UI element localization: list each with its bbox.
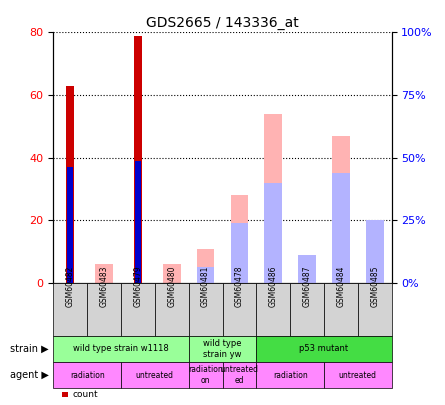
- Bar: [197, 249, 214, 283]
- Text: GSM60481: GSM60481: [201, 266, 210, 307]
- Bar: [231, 195, 248, 283]
- Bar: [366, 220, 384, 283]
- Bar: [163, 264, 181, 283]
- Text: GSM60485: GSM60485: [370, 266, 379, 307]
- Bar: [67, 167, 73, 283]
- Text: GSM60482: GSM60482: [66, 266, 75, 307]
- Text: GSM60484: GSM60484: [336, 266, 345, 307]
- Text: GSM60483: GSM60483: [100, 266, 109, 307]
- Text: untreated
ed: untreated ed: [220, 365, 259, 385]
- Text: wild type strain w1118: wild type strain w1118: [73, 344, 169, 353]
- Text: radiation
on: radiation on: [188, 365, 223, 385]
- Bar: [231, 224, 248, 283]
- Bar: [298, 258, 316, 283]
- Text: wild type
strain yw: wild type strain yw: [203, 339, 242, 358]
- Bar: [197, 267, 214, 283]
- Bar: [66, 85, 74, 283]
- Text: GSM60487: GSM60487: [303, 266, 312, 307]
- Text: untreated: untreated: [339, 371, 377, 379]
- Text: GSM60479: GSM60479: [134, 266, 142, 307]
- Bar: [298, 255, 316, 283]
- Text: count: count: [72, 390, 98, 399]
- Text: p53 mutant: p53 mutant: [299, 344, 348, 353]
- Bar: [134, 36, 142, 283]
- Bar: [332, 173, 350, 283]
- Text: radiation: radiation: [273, 371, 307, 379]
- Bar: [332, 136, 350, 283]
- Text: radiation: radiation: [70, 371, 105, 379]
- Bar: [264, 114, 282, 283]
- Bar: [366, 230, 384, 283]
- Text: GSM60480: GSM60480: [167, 266, 176, 307]
- Bar: [264, 183, 282, 283]
- Bar: [135, 161, 141, 283]
- Text: untreated: untreated: [136, 371, 174, 379]
- Title: GDS2665 / 143336_at: GDS2665 / 143336_at: [146, 16, 299, 30]
- Text: strain ▶: strain ▶: [10, 344, 49, 354]
- Text: agent ▶: agent ▶: [10, 370, 49, 380]
- Text: GSM60478: GSM60478: [235, 266, 244, 307]
- Text: GSM60486: GSM60486: [269, 266, 278, 307]
- Bar: [95, 264, 113, 283]
